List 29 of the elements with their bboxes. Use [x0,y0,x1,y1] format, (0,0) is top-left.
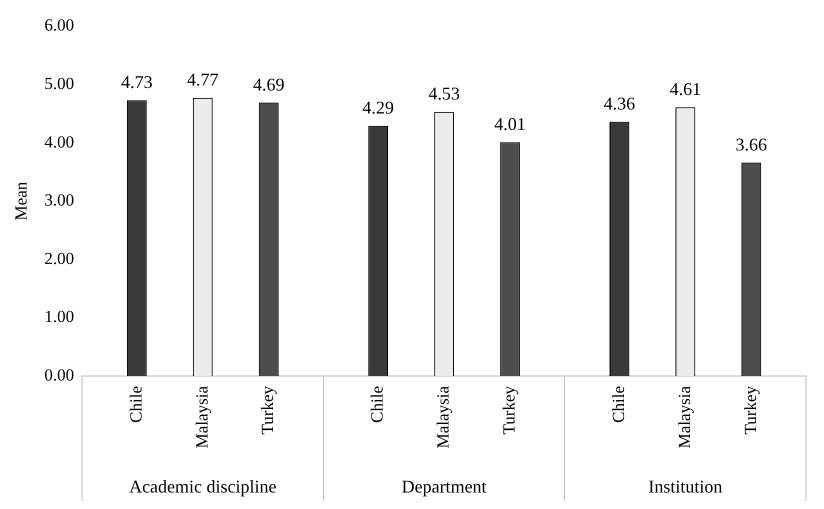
data-label: 4.69 [252,74,284,94]
y-tick-label: 4.00 [44,132,74,152]
text: Chile [608,386,628,423]
text: Malaysia [192,386,212,448]
text: Malaysia [434,386,453,448]
text: Chile [126,386,146,423]
y-tick-label: 3.00 [44,190,74,210]
y-tick-label: 1.00 [44,307,74,326]
text: Turkey [258,386,278,434]
data-label: 3.66 [736,134,768,154]
data-label: 4.29 [362,98,394,118]
text: Turkey [740,386,760,434]
x-tick-label: Department [402,476,487,497]
data-label: 4.77 [187,70,219,90]
y-tick-label: 6.00 [44,16,74,35]
x-tick-label: Institution [648,476,722,497]
y-tick-label: 2.00 [44,248,74,268]
text: Malaysia [674,386,694,448]
text: Chile [368,386,387,423]
data-label: 4.01 [494,114,526,134]
x-tick-label: Academic discipline [129,476,277,497]
data-label: 4.61 [670,78,702,99]
text: Turkey [499,386,518,434]
y-tick-label: 0.00 [44,365,74,384]
y-axis-title: Mean [12,181,31,220]
data-label: 4.73 [121,72,153,92]
data-label: 4.36 [604,94,636,114]
data-label: 4.53 [428,84,460,104]
y-tick-label: 5.00 [44,74,74,93]
